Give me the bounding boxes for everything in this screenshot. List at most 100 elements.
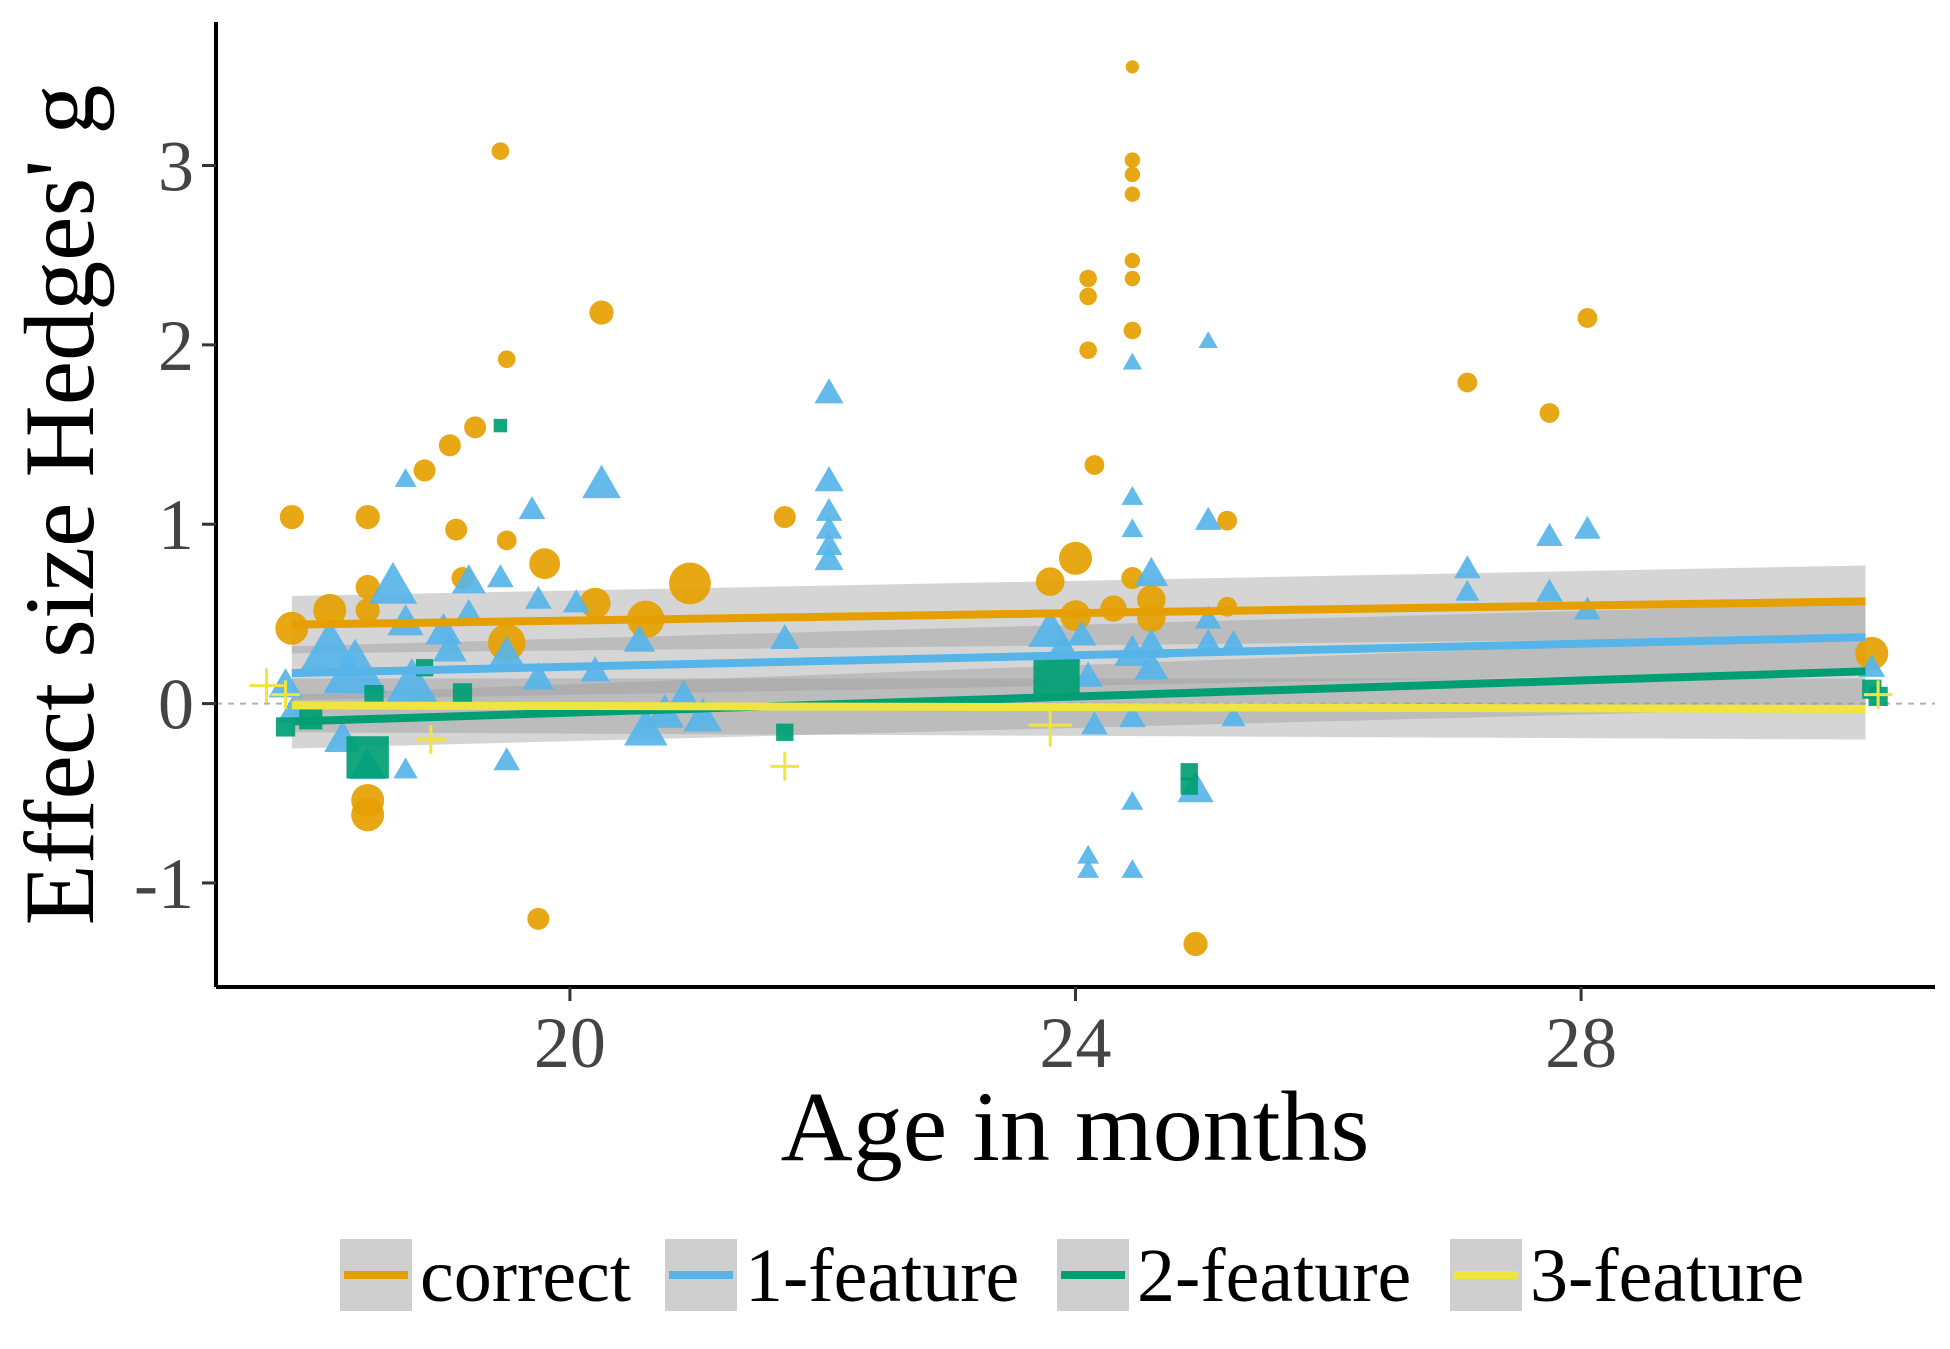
data-point-1-feature	[489, 635, 524, 666]
data-point-1-feature	[1194, 605, 1222, 629]
data-point-correct	[1124, 166, 1141, 183]
data-point-1-feature	[815, 497, 843, 521]
data-point-correct	[1059, 541, 1092, 575]
data-point-2-feature	[275, 717, 296, 737]
legend-label-1-feature: 1-feature	[745, 1234, 1019, 1318]
data-point-correct	[464, 416, 487, 439]
data-point-2-feature	[1180, 763, 1198, 781]
data-point-correct	[279, 504, 304, 530]
data-point-correct	[275, 611, 309, 645]
data-point-2-feature	[346, 736, 389, 779]
x-tick-label: 24	[1040, 1003, 1112, 1083]
data-point-1-feature	[1194, 628, 1222, 652]
data-point-1-feature	[1454, 555, 1481, 579]
legend-item-3-feature: 3-feature	[1450, 1234, 1804, 1318]
data-point-1-feature	[1194, 506, 1222, 530]
x-tick-label: 20	[534, 1003, 606, 1083]
data-point-1-feature	[1077, 844, 1100, 864]
data-point-correct	[1079, 287, 1097, 306]
data-point-1-feature	[623, 624, 656, 652]
y-tick-label: 2	[158, 306, 194, 386]
data-point-correct	[527, 907, 550, 930]
data-point-1-feature	[1073, 661, 1103, 687]
data-point-correct	[1217, 510, 1238, 531]
data-point-correct	[589, 300, 614, 325]
data-point-1-feature	[1077, 859, 1100, 878]
data-point-correct	[355, 598, 380, 623]
data-point-correct	[1124, 186, 1141, 202]
data-point-1-feature	[393, 757, 418, 779]
data-point-correct	[1855, 636, 1889, 670]
trend-line-correct	[291, 597, 1866, 629]
data-point-correct	[497, 350, 516, 369]
data-point-1-feature	[1121, 486, 1144, 505]
data-point-correct	[496, 530, 517, 551]
x-tick-label: 28	[1545, 1003, 1617, 1083]
data-point-correct	[1577, 308, 1598, 328]
data-point-correct	[355, 574, 380, 600]
data-point-correct	[491, 142, 510, 160]
data-point-1-feature	[1198, 331, 1218, 348]
trend-lines	[291, 597, 1866, 726]
data-point-1-feature	[815, 531, 843, 555]
data-point-2-feature	[1033, 653, 1080, 700]
data-point-1-feature	[1536, 522, 1563, 546]
data-point-1-feature	[1221, 630, 1246, 651]
legend-item-2-feature: 2-feature	[1057, 1234, 1411, 1318]
data-point-1-feature	[425, 613, 462, 645]
data-point-3-feature	[770, 752, 800, 781]
data-point-1-feature	[518, 496, 546, 520]
data-point-1-feature	[623, 707, 668, 746]
data-point-3-feature	[249, 668, 284, 703]
y-axis-title: Effect size Hedges' g	[4, 85, 115, 926]
data-point-1-feature	[525, 585, 552, 609]
data-point-1-feature	[385, 658, 439, 705]
trend-line-3-feature	[291, 701, 1866, 713]
data-point-1-feature	[815, 515, 843, 539]
data-point-2-feature	[1180, 777, 1198, 795]
data-point-correct	[1079, 269, 1097, 288]
data-point-1-feature	[1134, 556, 1169, 587]
data-point-1-feature	[454, 598, 484, 624]
y-tick-label: 3	[158, 126, 194, 206]
legend-label-correct: correct	[420, 1234, 631, 1318]
data-point-1-feature	[394, 468, 417, 487]
data-point-correct	[579, 587, 611, 619]
data-point-1-feature	[1121, 790, 1144, 810]
x-axis-title: Age in months	[781, 1071, 1370, 1182]
y-tick-label: 0	[158, 665, 194, 745]
data-point-correct	[1084, 455, 1105, 475]
legend-label-3-feature: 3-feature	[1530, 1234, 1804, 1318]
data-point-correct	[355, 504, 380, 530]
data-point-correct	[1183, 931, 1208, 957]
data-point-correct	[529, 548, 561, 580]
data-point-1-feature	[814, 466, 844, 492]
data-point-correct	[1125, 60, 1139, 74]
data-point-correct	[351, 798, 385, 832]
data-point-correct	[1137, 603, 1166, 632]
legend-label-2-feature: 2-feature	[1137, 1234, 1411, 1318]
data-point-1-feature	[1574, 515, 1601, 539]
data-point-1-feature	[1134, 650, 1169, 680]
data-point-correct	[1079, 341, 1097, 360]
data-point-1-feature	[683, 697, 722, 732]
data-point-correct	[773, 506, 796, 529]
y-tick-label: 1	[158, 485, 194, 565]
y-tick-label: -1	[134, 844, 194, 924]
axis-ticks: 20 24 28 -1 0 1 2 3	[134, 126, 1617, 1083]
data-point-1-feature	[493, 747, 521, 771]
data-point-correct	[1457, 372, 1478, 393]
data-point-correct	[438, 434, 461, 457]
data-point-1-feature	[1455, 579, 1480, 601]
series-correct-points	[275, 60, 1889, 957]
data-point-3-feature	[1863, 680, 1893, 709]
data-point-2-feature	[493, 418, 508, 433]
data-point-1-feature	[1536, 578, 1563, 602]
trend-line-2-feature	[291, 667, 1866, 726]
data-point-1-feature	[277, 697, 307, 723]
data-point-3-feature	[271, 680, 300, 709]
data-point-2-feature	[776, 723, 794, 741]
data-point-1-feature	[562, 589, 590, 613]
trend-line-1-feature	[291, 633, 1866, 678]
